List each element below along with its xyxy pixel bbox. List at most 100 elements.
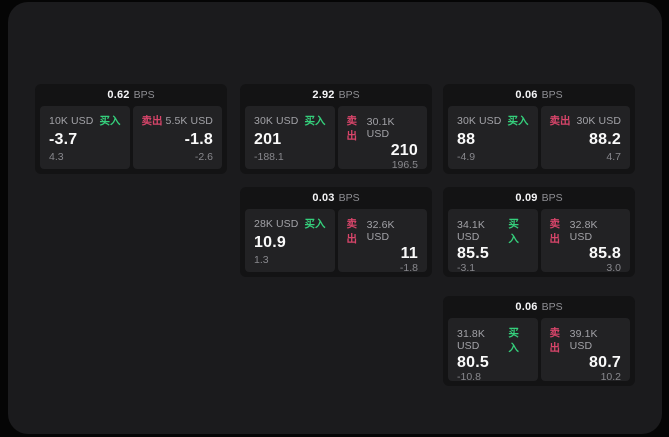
bps-value: 0.09 [515,192,538,204]
card-body: 28K USD 买入 10.9 1.3 卖出 32.6K USD 11 -1.8 [240,209,432,277]
quote-card-3: 0.06 BPS 30K USD 买入 88 -4.9 卖出 30K USD 8… [443,84,635,174]
buy-price: 10.9 [254,233,286,251]
sell-label: 卖出 [549,115,571,127]
buy-header-row: 10K USD 买入 [49,113,121,128]
buy-amount: 10K USD [49,114,94,127]
sell-delta: 3.0 [606,262,621,274]
sell-delta: 4.7 [606,151,621,163]
sell-delta: 10.2 [600,371,621,383]
buy-price: 85.5 [457,245,489,262]
bps-unit: BPS [133,89,155,101]
buy-price: 201 [254,130,282,148]
bps-unit: BPS [541,192,563,204]
sell-panel[interactable]: 卖出 39.1K USD 80.7 10.2 [540,318,630,383]
main-panel: 0.62 BPS 10K USD 买入 -3.7 4.3 卖出 5.5K USD… [8,2,662,434]
card-header: 0.03 BPS [240,187,432,209]
buy-amount: 34.1K USD [457,219,485,243]
sell-panel[interactable]: 卖出 5.5K USD -1.8 -2.6 [132,106,222,169]
sell-header-row: 卖出 30.1K USD [347,113,419,143]
buy-label: 买入 [508,327,519,354]
sell-label: 卖出 [346,218,358,245]
sell-price: 88.2 [589,130,621,148]
bps-unit: BPS [338,89,360,101]
card-body: 10K USD 买入 -3.7 4.3 卖出 5.5K USD -1.8 -2.… [35,106,227,174]
sell-label: 卖出 [141,115,163,127]
card-header: 0.62 BPS [35,84,227,106]
buy-price: 80.5 [457,354,489,371]
quote-card-4: 0.03 BPS 28K USD 买入 10.9 1.3 卖出 32.6K US… [240,187,432,277]
buy-panel[interactable]: 10K USD 买入 -3.7 4.3 [40,106,130,169]
card-body: 31.8K USD 买入 80.5 -10.8 卖出 39.1K USD 80.… [443,318,635,386]
quote-card-5: 0.09 BPS 34.1K USD 买入 85.5 -3.1 卖出 32.8K… [443,187,635,277]
buy-delta: -188.1 [254,151,284,163]
card-header: 0.06 BPS [443,296,635,318]
buy-header-row: 30K USD 买入 [254,113,326,128]
buy-amount: 28K USD [254,217,299,230]
buy-panel[interactable]: 34.1K USD 买入 85.5 -3.1 [448,209,538,274]
buy-delta: -3.1 [457,262,476,274]
buy-price: -3.7 [49,130,78,148]
card-body: 30K USD 买入 88 -4.9 卖出 30K USD 88.2 4.7 [443,106,635,174]
buy-delta: 4.3 [49,151,64,163]
sell-price: 85.8 [589,245,621,262]
sell-header-row: 卖出 32.6K USD [347,216,419,246]
buy-label: 买入 [507,115,529,127]
bps-value: 0.06 [515,89,538,101]
sell-panel[interactable]: 卖出 32.6K USD 11 -1.8 [337,209,427,274]
sell-panel[interactable]: 卖出 32.8K USD 85.8 3.0 [540,209,630,274]
buy-delta: -4.9 [457,151,476,163]
buy-delta: 1.3 [254,254,269,266]
bps-value: 0.06 [515,301,538,313]
bps-unit: BPS [338,192,360,204]
card-body: 30K USD 买入 201 -188.1 卖出 30.1K USD 210 1… [240,106,432,174]
buy-label: 买入 [99,115,121,127]
sell-amount: 32.6K USD [366,219,395,243]
buy-panel[interactable]: 30K USD 买入 201 -188.1 [245,106,335,169]
sell-amount: 32.8K USD [569,219,598,243]
sell-amount: 5.5K USD [165,114,213,127]
sell-delta: -1.8 [399,262,418,274]
bps-unit: BPS [541,89,563,101]
sell-label: 卖出 [549,327,561,354]
buy-header-row: 31.8K USD 买入 [457,325,529,355]
quote-card-6: 0.06 BPS 31.8K USD 买入 80.5 -10.8 卖出 39.1… [443,296,635,386]
sell-price: 210 [390,142,418,159]
sell-price: 80.7 [589,354,621,371]
sell-price: 11 [400,245,418,262]
sell-amount: 30.1K USD [366,116,395,140]
sell-panel[interactable]: 卖出 30.1K USD 210 196.5 [337,106,427,171]
quote-card-2: 2.92 BPS 30K USD 买入 201 -188.1 卖出 30.1K … [240,84,432,174]
sell-delta: -2.6 [194,151,213,163]
buy-header-row: 28K USD 买入 [254,216,326,231]
bps-unit: BPS [541,301,563,313]
buy-label: 买入 [508,218,519,245]
card-header: 2.92 BPS [240,84,432,106]
card-body: 34.1K USD 买入 85.5 -3.1 卖出 32.8K USD 85.8… [443,209,635,277]
sell-label: 卖出 [549,218,561,245]
buy-panel[interactable]: 30K USD 买入 88 -4.9 [448,106,538,169]
sell-header-row: 卖出 5.5K USD [142,113,214,128]
card-header: 0.09 BPS [443,187,635,209]
buy-panel[interactable]: 31.8K USD 买入 80.5 -10.8 [448,318,538,383]
buy-delta: -10.8 [457,371,481,383]
bps-value: 0.03 [312,192,335,204]
buy-label: 买入 [304,218,326,230]
buy-amount: 30K USD [254,114,299,127]
sell-delta: 196.5 [391,159,418,171]
buy-amount: 31.8K USD [457,328,485,352]
sell-price: -1.8 [184,130,213,148]
sell-header-row: 卖出 39.1K USD [550,325,622,355]
buy-panel[interactable]: 28K USD 买入 10.9 1.3 [245,209,335,272]
buy-amount: 30K USD [457,114,502,127]
buy-label: 买入 [304,115,326,127]
buy-header-row: 34.1K USD 买入 [457,216,529,246]
bps-value: 2.92 [312,89,335,101]
sell-panel[interactable]: 卖出 30K USD 88.2 4.7 [540,106,630,169]
sell-header-row: 卖出 32.8K USD [550,216,622,246]
buy-header-row: 30K USD 买入 [457,113,529,128]
quote-card-1: 0.62 BPS 10K USD 买入 -3.7 4.3 卖出 5.5K USD… [35,84,227,174]
card-header: 0.06 BPS [443,84,635,106]
sell-label: 卖出 [346,115,358,142]
sell-header-row: 卖出 30K USD [550,113,622,128]
sell-amount: 30K USD [576,114,621,127]
